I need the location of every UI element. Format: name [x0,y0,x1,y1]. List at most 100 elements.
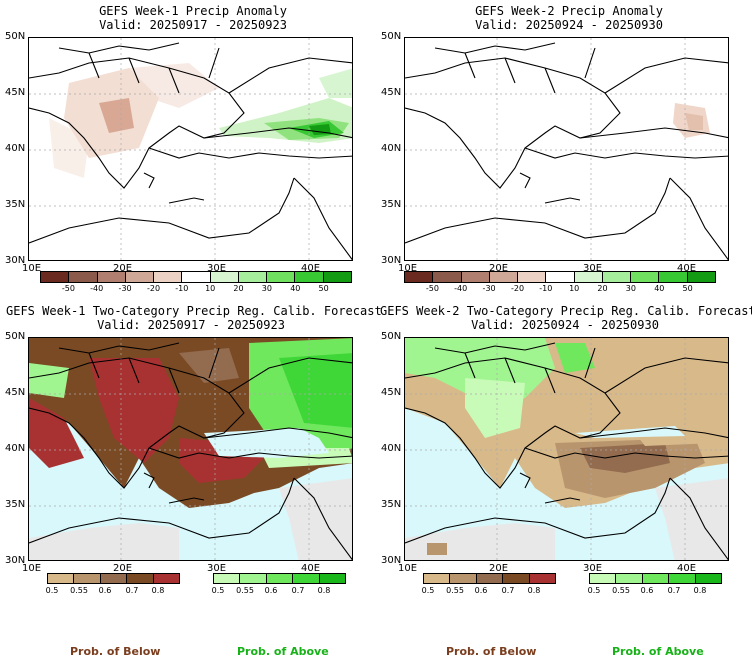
colorbar-label: 10 [569,284,580,293]
colorbar-label: 20 [233,284,244,293]
anomaly-colorbar-week1 [40,271,352,283]
colorbar-label: 40 [654,284,665,293]
colorbar-label: 0.55 [446,586,464,595]
colorbar-label: 0.7 [291,586,305,595]
colorbar-label: -40 [454,284,468,293]
below-colorbar-week1-labels: 0.5 0.55 0.6 0.7 0.8 [45,586,180,596]
colorbar-swatch [41,272,70,282]
lon-label: 10E [398,563,418,574]
colorbar-label: -20 [510,284,525,293]
lat-label: 30N [381,555,402,566]
colorbar-label: 0.8 [693,586,707,595]
lon-label: 30E [207,263,227,274]
colorbar-swatch [210,272,239,282]
above-colorbar-week1 [213,573,346,584]
colorbar-label: -50 [61,284,75,293]
colorbar-swatch [323,272,351,282]
lon-label: 10E [398,263,418,274]
colorbar-swatch [659,272,688,282]
colorbar-label: 0.8 [527,586,541,595]
colorbar-swatch [266,574,294,583]
lon-label: 40E [301,563,321,574]
colorbar-label: 0.7 [667,586,681,595]
colorbar-label: 10 [205,284,216,293]
lon-label: 40E [301,263,321,274]
lat-label: 50N [381,331,402,342]
colorbar-label: 0.5 [45,586,59,595]
colorbar-label: -20 [146,284,161,293]
colorbar-swatch [461,272,490,282]
colorbar-swatch [319,574,346,583]
anomaly-colorbar-week2 [404,271,716,283]
colorbar-swatch [518,272,547,282]
lat-label: 40N [5,143,26,154]
colorbar-swatch [476,574,504,583]
lon-label: 30E [583,563,603,574]
colorbar-swatch [48,574,75,583]
lat-label: 30N [5,255,26,266]
colorbar-swatch [669,574,696,583]
above-colorbar-week2-labels: 0.5 0.55 0.6 0.7 0.8 [587,586,722,596]
colorbar-swatch [616,574,643,583]
lon-label: 10E [22,563,42,574]
colorbar-label: 0.7 [125,586,139,595]
below-colorbar-week1 [47,573,180,584]
colorbar-swatch [154,272,183,282]
lon-label: 20E [113,263,133,274]
panel1-valid: Valid: 20250917 - 20250923 [99,18,287,32]
colorbar-swatch [489,272,519,282]
colorbar-label: 30 [261,284,272,293]
lat-label: 45N [5,87,26,98]
colorbar-swatch [529,574,556,583]
colorbar-label: 0.55 [70,586,88,595]
colorbar-swatch [214,574,241,583]
colorbar-label: 0.6 [98,586,112,595]
lat-label: 40N [381,443,402,454]
colorbar-swatch [450,574,477,583]
colorbar-label: -30 [482,284,496,293]
colorbar-label: 40 [290,284,301,293]
map-week1-anomaly [28,37,353,261]
below-colorbar-week2-labels: 0.5 0.55 0.6 0.7 0.8 [421,586,556,596]
colorbar-label: 30 [625,284,636,293]
lat-label: 35N [5,499,26,510]
colorbar-label: 0.5 [587,586,601,595]
colorbar-swatch [642,574,670,583]
lon-label: 30E [583,263,603,274]
colorbar-swatch [74,574,101,583]
colorbar-label: 0.5 [421,586,435,595]
map-week2-anomaly [404,37,729,261]
colorbar-label: 20 [597,284,608,293]
colorbar-swatch [695,574,722,583]
lat-label: 50N [5,31,26,42]
colorbar-label: 0.8 [151,586,165,595]
footer-below-week1: Prob. of Below [70,645,161,658]
colorbar-swatch [127,574,154,583]
lat-label: 45N [5,387,26,398]
colorbar-swatch [687,272,715,282]
panel4-valid: Valid: 20250924 - 20250930 [471,318,659,332]
colorbar-swatch [240,574,267,583]
colorbar-label: -40 [90,284,104,293]
lat-label: 50N [5,331,26,342]
lat-label: 30N [5,555,26,566]
colorbar-swatch [182,272,211,282]
colorbar-swatch [546,272,575,282]
colorbar-swatch [405,272,434,282]
panel4-title: GEFS Week-2 Two-Category Precip Reg. Cal… [380,304,752,318]
colorbar-label: -30 [118,284,132,293]
panel2-valid: Valid: 20250924 - 20250930 [475,18,663,32]
lat-label: 35N [5,199,26,210]
colorbar-swatch [631,272,660,282]
colorbar-swatch [602,272,632,282]
colorbar-label: 50 [318,284,329,293]
colorbar-label: 0.8 [317,586,331,595]
colorbar-swatch [238,272,268,282]
lon-label: 40E [677,563,697,574]
panel3-title: GEFS Week-1 Two-Category Precip Reg. Cal… [6,304,382,318]
footer-above-week1: Prob. of Above [237,645,329,658]
lat-label: 45N [381,387,402,398]
colorbar-swatch [295,272,324,282]
colorbar-label: 0.55 [612,586,630,595]
lat-label: 45N [381,87,402,98]
